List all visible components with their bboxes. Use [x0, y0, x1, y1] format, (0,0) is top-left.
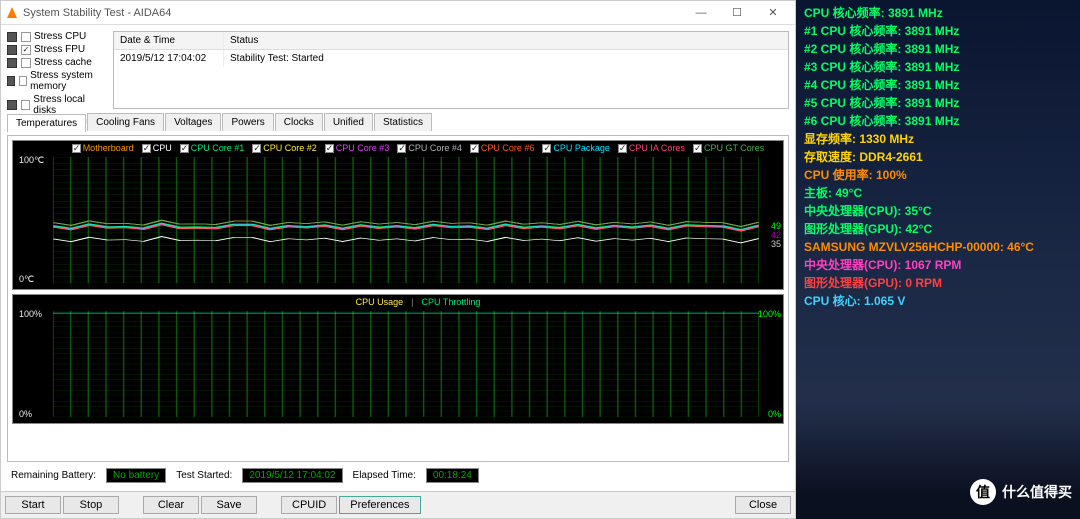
stress-cache-checkbox[interactable]: Stress cache: [7, 57, 107, 68]
window-title: System Stability Test - AIDA64: [23, 7, 683, 19]
osd-core1: #1 CPU 核心频率: 3891 MHz: [804, 22, 1076, 40]
tab-statistics[interactable]: Statistics: [374, 113, 432, 131]
watermark: 值 什么值得买: [970, 479, 1072, 505]
close-button[interactable]: ✕: [755, 2, 791, 24]
osd-core4: #4 CPU 核心频率: 3891 MHz: [804, 76, 1076, 94]
started-value: 2019/5/12 17:04:02: [242, 468, 342, 483]
tab-temperatures[interactable]: Temperatures: [7, 114, 86, 132]
temperature-chart: Motherboard CPU CPU Core #1 CPU Core #2 CPU …: [12, 140, 784, 290]
preferences-button[interactable]: Preferences: [339, 496, 420, 514]
stop-button[interactable]: Stop: [63, 496, 119, 514]
legend-c2[interactable]: CPU Core #2: [252, 143, 317, 153]
legend-mb[interactable]: Motherboard: [72, 143, 134, 153]
osd-cpu-clock: CPU 核心频率: 3891 MHz: [804, 4, 1076, 22]
legend-gt[interactable]: CPU GT Cores: [693, 143, 764, 153]
osd-gpu-temp: 图形处理器(GPU): 42°C: [804, 220, 1076, 238]
osd-core5: #5 CPU 核心频率: 3891 MHz: [804, 94, 1076, 112]
osd-overlay: CPU 核心频率: 3891 MHz #1 CPU 核心频率: 3891 MHz…: [804, 4, 1076, 310]
legend-pkg[interactable]: CPU Package: [542, 143, 610, 153]
battery-value: No battery: [106, 468, 166, 483]
legend-cpu[interactable]: CPU: [142, 143, 172, 153]
save-button[interactable]: Save: [201, 496, 257, 514]
maximize-button[interactable]: ☐: [719, 2, 755, 24]
osd-cpu-rpm: 中央处理器(CPU): 1067 RPM: [804, 256, 1076, 274]
clear-button[interactable]: Clear: [143, 496, 199, 514]
elapsed-label: Elapsed Time:: [353, 470, 416, 481]
tab-voltages[interactable]: Voltages: [165, 113, 221, 131]
stress-memory-checkbox[interactable]: Stress system memory: [7, 70, 107, 92]
tab-unified[interactable]: Unified: [324, 113, 373, 131]
osd-cpu-temp: 中央处理器(CPU): 35°C: [804, 202, 1076, 220]
legend-c1[interactable]: CPU Core #1: [180, 143, 245, 153]
button-bar: Start Stop Clear Save CPUID Preferences …: [1, 491, 795, 518]
stress-fpu-checkbox[interactable]: Stress FPU: [7, 44, 107, 55]
tab-powers[interactable]: Powers: [222, 113, 273, 131]
titlebar[interactable]: System Stability Test - AIDA64 — ☐ ✕: [1, 1, 795, 25]
osd-volt: CPU 核心: 1.065 V: [804, 292, 1076, 310]
aida64-window: System Stability Test - AIDA64 — ☐ ✕ Str…: [0, 0, 796, 519]
elapsed-value: 00:18:24: [426, 468, 479, 483]
log-col-status[interactable]: Status: [224, 32, 788, 49]
minimize-button[interactable]: —: [683, 2, 719, 24]
usage-chart: CPU Usage | CPU Throttling 100% 0% 100% …: [12, 294, 784, 424]
tab-clocks[interactable]: Clocks: [275, 113, 323, 131]
table-row[interactable]: 2019/5/12 17:04:02 Stability Test: Start…: [114, 50, 788, 67]
osd-usage: CPU 使用率: 100%: [804, 166, 1076, 184]
cpuid-button[interactable]: CPUID: [281, 496, 337, 514]
start-button[interactable]: Start: [5, 496, 61, 514]
watermark-icon: 值: [970, 479, 996, 505]
battery-label: Remaining Battery:: [11, 470, 96, 481]
tabs: Temperatures Cooling Fans Voltages Power…: [7, 113, 789, 131]
close-app-button[interactable]: Close: [735, 496, 791, 514]
tab-cooling-fans[interactable]: Cooling Fans: [87, 113, 164, 131]
started-label: Test Started:: [176, 470, 232, 481]
osd-core6: #6 CPU 核心频率: 3891 MHz: [804, 112, 1076, 130]
status-bar: Remaining Battery: No battery Test Start…: [7, 466, 789, 485]
log-col-datetime[interactable]: Date & Time: [114, 32, 224, 49]
watermark-text: 什么值得买: [1002, 482, 1072, 502]
osd-core2: #2 CPU 核心频率: 3891 MHz: [804, 40, 1076, 58]
osd-ddr: 存取速度: DDR4-2661: [804, 148, 1076, 166]
osd-gpu-rpm: 图形处理器(GPU): 0 RPM: [804, 274, 1076, 292]
legend-c3[interactable]: CPU Core #3: [325, 143, 390, 153]
osd-mb-temp: 主板: 49°C: [804, 184, 1076, 202]
osd-core3: #3 CPU 核心频率: 3891 MHz: [804, 58, 1076, 76]
legend-c6[interactable]: CPU Core #6: [470, 143, 535, 153]
legend-ia[interactable]: CPU IA Cores: [618, 143, 685, 153]
osd-ssd-temp: SAMSUNG MZVLV256HCHP-00000: 46°C: [804, 238, 1076, 256]
osd-mem: 显存频率: 1330 MHz: [804, 130, 1076, 148]
stress-options: Stress CPU Stress FPU Stress cache Stres…: [7, 31, 107, 109]
legend-c4[interactable]: CPU Core #4: [397, 143, 462, 153]
app-icon: [5, 6, 19, 20]
stress-cpu-checkbox[interactable]: Stress CPU: [7, 31, 107, 42]
log-table: Date & Time Status 2019/5/12 17:04:02 St…: [113, 31, 789, 109]
